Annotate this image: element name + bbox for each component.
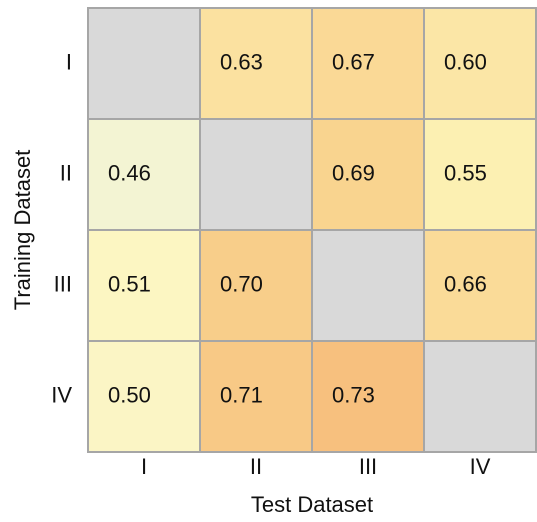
value-label: 0.73: [332, 382, 375, 407]
cell: [311, 7, 425, 120]
x-tick-label: II: [250, 454, 262, 479]
y-tick-label: I: [66, 49, 72, 74]
cell: [87, 340, 201, 453]
value-label: 0.55: [444, 160, 487, 185]
value-label: 0.63: [220, 49, 263, 74]
value-label: 0.70: [220, 271, 263, 296]
value-label: 0.50: [108, 382, 151, 407]
value-label: 0.60: [444, 49, 487, 74]
x-tick-label: III: [359, 454, 377, 479]
value-label: 0.71: [220, 382, 263, 407]
value-label: 0.51: [108, 271, 151, 296]
empty-cell: [199, 118, 313, 231]
y-tick-label: IV: [51, 382, 72, 407]
cell: [311, 340, 425, 453]
empty-cell: [311, 229, 425, 342]
cell: [423, 7, 537, 120]
y-tick-label: II: [60, 160, 72, 185]
value-label: 0.67: [332, 49, 375, 74]
y-axis-label: Training Dataset: [10, 150, 35, 311]
value-label: 0.46: [108, 160, 151, 185]
empty-cell: [87, 7, 201, 120]
cell: [199, 7, 313, 120]
empty-cell: [423, 340, 537, 453]
value-label: 0.69: [332, 160, 375, 185]
x-tick-label: IV: [470, 454, 491, 479]
value-label: 0.66: [444, 271, 487, 296]
cell: [423, 118, 537, 231]
x-tick-label: I: [141, 454, 147, 479]
x-axis-label: Test Dataset: [251, 492, 373, 517]
y-tick-label: III: [54, 271, 72, 296]
cell: [199, 229, 313, 342]
